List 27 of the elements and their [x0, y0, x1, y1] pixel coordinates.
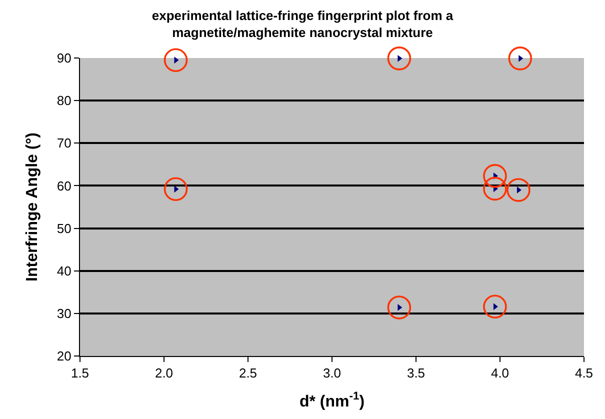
point [164, 177, 188, 202]
y-tick-label: 90 [56, 50, 72, 66]
point [483, 164, 507, 188]
x-axis-title: d* (nm$^{-1}$) [299, 390, 365, 410]
x-tick-label: 3.0 [322, 366, 342, 381]
y-axis-title: Interfringe Angle (°) [24, 132, 41, 282]
y-tick-label: 30 [56, 306, 72, 321]
x-tick-label: 4.0 [490, 366, 510, 381]
x-tick-label: 4.5 [574, 366, 594, 381]
x-tick-label: 1.5 [70, 366, 90, 381]
y-tick-label: 70 [56, 136, 72, 151]
y-tick-label: 40 [56, 263, 72, 278]
x-tick-label: 3.5 [406, 366, 426, 381]
point [483, 176, 507, 201]
point [508, 46, 532, 70]
y-tick-label: 20 [56, 348, 72, 364]
y-tick-label: 60 [56, 178, 72, 194]
point [387, 296, 412, 320]
x-tick-label: 2.0 [154, 366, 174, 381]
chart-title: experimental lattice-fringe fingerprint plot from a magnetite/maghemite nanocrystal mixture [152, 8, 454, 40]
point [387, 46, 412, 70]
point [483, 294, 507, 319]
x-tick-label: 2.5 [238, 366, 258, 381]
y-tick-label: 50 [56, 220, 72, 236]
point [164, 48, 188, 72]
y-tick-label: 80 [56, 93, 72, 108]
point [506, 178, 530, 202]
